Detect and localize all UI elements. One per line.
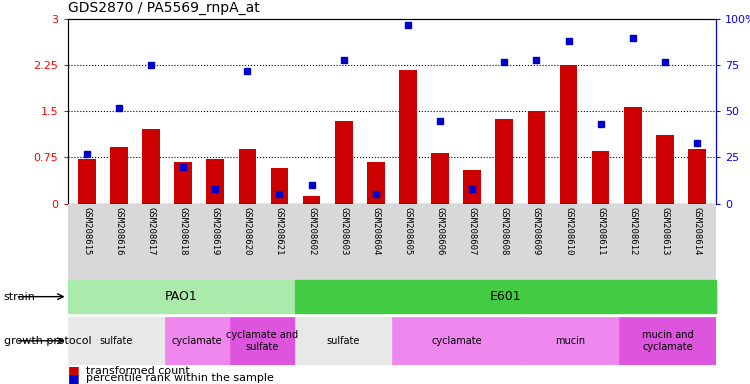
Text: GSM208615: GSM208615 — [82, 207, 92, 256]
Bar — [431, 153, 449, 204]
Text: GSM208619: GSM208619 — [211, 207, 220, 256]
Text: sulfate: sulfate — [100, 336, 133, 346]
Bar — [110, 147, 128, 204]
Text: mucin: mucin — [555, 336, 585, 346]
Text: strain: strain — [4, 291, 35, 302]
Text: GSM208621: GSM208621 — [275, 207, 284, 256]
Text: cyclamate: cyclamate — [172, 336, 223, 346]
Bar — [367, 162, 385, 204]
Bar — [295, 280, 716, 313]
Bar — [68, 317, 165, 365]
Bar — [399, 70, 417, 204]
Bar — [142, 129, 160, 204]
Bar — [464, 170, 481, 204]
Text: GSM208617: GSM208617 — [146, 207, 155, 256]
Bar — [688, 149, 706, 204]
Text: GSM208604: GSM208604 — [371, 207, 380, 256]
Bar — [527, 111, 545, 204]
Bar — [624, 107, 641, 204]
Text: transformed count: transformed count — [86, 366, 190, 376]
Bar — [334, 121, 352, 204]
Text: GSM208609: GSM208609 — [532, 207, 541, 256]
Text: percentile rank within the sample: percentile rank within the sample — [86, 373, 274, 383]
Text: ■: ■ — [68, 364, 80, 377]
Bar — [392, 317, 522, 365]
Bar — [174, 162, 192, 204]
Text: E601: E601 — [490, 290, 521, 303]
Text: GSM208602: GSM208602 — [307, 207, 316, 256]
Bar — [522, 317, 619, 365]
Bar — [68, 280, 295, 313]
Bar — [230, 317, 295, 365]
Text: sulfate: sulfate — [326, 336, 360, 346]
Bar — [238, 149, 256, 204]
Text: GSM208620: GSM208620 — [243, 207, 252, 256]
Bar — [78, 159, 95, 204]
Text: GSM208616: GSM208616 — [115, 207, 124, 256]
Bar — [592, 151, 610, 204]
Bar — [656, 135, 674, 204]
Bar — [303, 196, 320, 204]
Bar — [295, 317, 392, 365]
Text: GSM208603: GSM208603 — [339, 207, 348, 256]
Bar — [560, 65, 578, 204]
Text: GSM208606: GSM208606 — [436, 207, 445, 256]
Text: GSM208618: GSM208618 — [178, 207, 188, 256]
Text: GSM208614: GSM208614 — [692, 207, 701, 256]
Text: PAO1: PAO1 — [165, 290, 197, 303]
Bar — [619, 317, 716, 365]
Text: ■: ■ — [68, 372, 80, 384]
Text: GSM208613: GSM208613 — [660, 207, 669, 256]
Text: GSM208612: GSM208612 — [628, 207, 638, 256]
Text: mucin and
cyclamate: mucin and cyclamate — [642, 330, 694, 352]
Bar — [496, 119, 513, 204]
Text: GSM208607: GSM208607 — [468, 207, 477, 256]
Text: growth protocol: growth protocol — [4, 336, 92, 346]
Bar — [165, 317, 230, 365]
Text: GSM208605: GSM208605 — [404, 207, 412, 256]
Text: cyclamate: cyclamate — [431, 336, 482, 346]
Text: GSM208610: GSM208610 — [564, 207, 573, 256]
Bar — [271, 168, 288, 204]
Text: cyclamate and
sulfate: cyclamate and sulfate — [226, 330, 298, 352]
Text: GSM208608: GSM208608 — [500, 207, 508, 256]
Bar — [206, 159, 224, 204]
Text: GSM208611: GSM208611 — [596, 207, 605, 256]
Text: GDS2870 / PA5569_rnpA_at: GDS2870 / PA5569_rnpA_at — [68, 2, 260, 15]
